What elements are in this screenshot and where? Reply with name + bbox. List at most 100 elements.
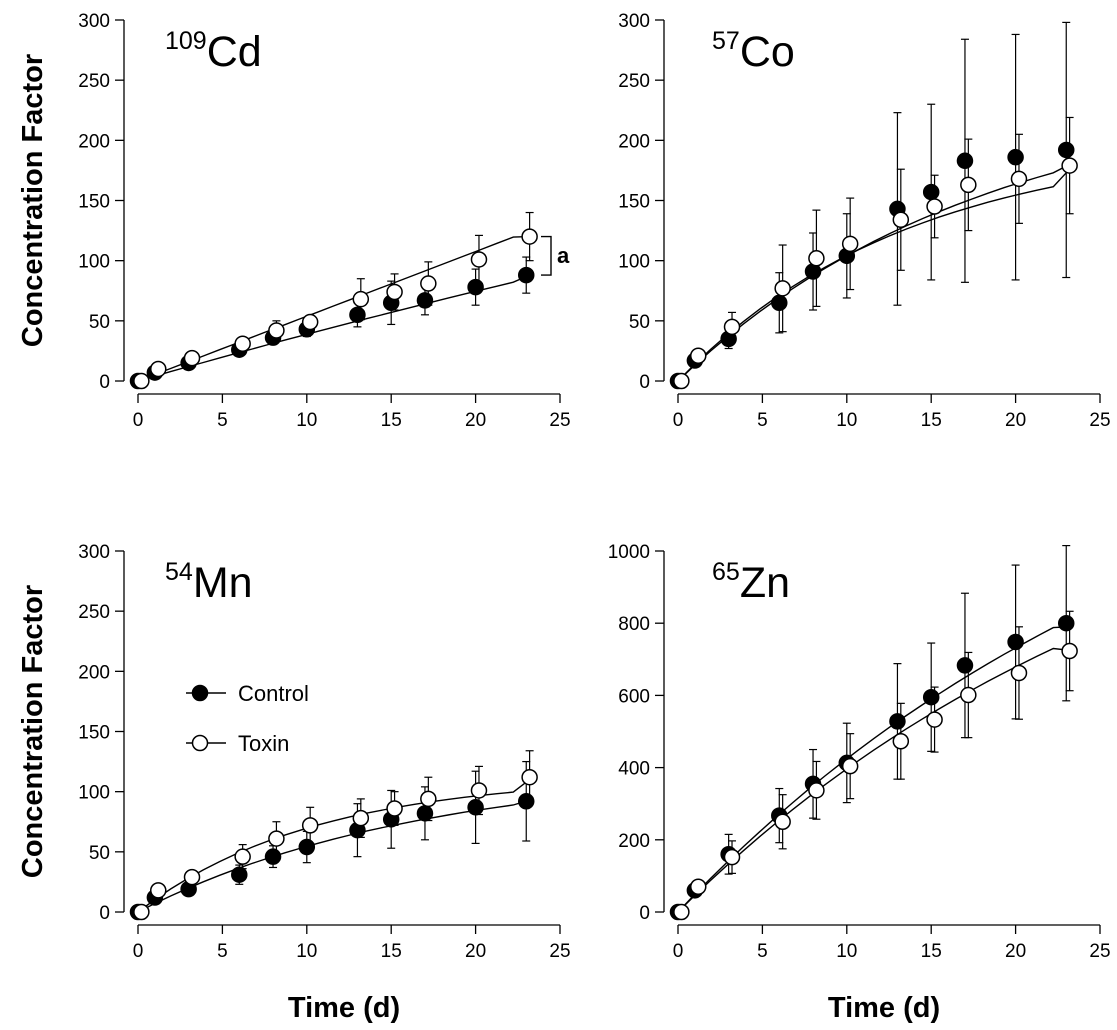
- data-point-toxin: [420, 790, 437, 808]
- y-tick-label: 250: [78, 71, 110, 92]
- x-tick-label: 15: [921, 410, 942, 431]
- y-tick-label: 0: [99, 903, 110, 924]
- x-tick-label: 15: [381, 941, 402, 962]
- fit-curve-toxin: [137, 235, 530, 382]
- data-point-control: [517, 793, 535, 810]
- y-tick-label: 800: [618, 614, 650, 635]
- data-point-control: [231, 866, 248, 883]
- data-point-toxin: [521, 228, 538, 245]
- data-point-control: [517, 266, 535, 284]
- legend-label: Toxin: [238, 731, 289, 756]
- legend-label: Control: [238, 681, 309, 706]
- data-point-control: [416, 292, 434, 309]
- data-point-toxin: [1061, 642, 1078, 660]
- data-point-toxin: [1061, 157, 1078, 174]
- data-point-toxin: [1010, 664, 1028, 682]
- y-tick-label: 1000: [608, 542, 650, 563]
- element-symbol: Mn: [193, 559, 253, 607]
- data-point-toxin: [470, 782, 488, 799]
- data-point-control: [416, 805, 434, 822]
- data-point-control: [922, 688, 940, 706]
- x-tick-label: 5: [757, 410, 768, 431]
- y-tick-label: 150: [78, 192, 110, 213]
- fit-curve-control: [677, 626, 1070, 913]
- x-tick-label: 0: [673, 410, 684, 431]
- x-tick-label: 0: [133, 941, 144, 962]
- x-tick-label: 0: [673, 941, 684, 962]
- data-point-control: [1057, 614, 1075, 632]
- y-tick-label: 0: [99, 372, 110, 393]
- y-tick-label: 200: [78, 662, 110, 683]
- x-tick-label: 10: [836, 941, 857, 962]
- element-symbol: Co: [740, 28, 795, 76]
- data-point-toxin: [301, 817, 319, 834]
- data-point-toxin: [133, 372, 150, 390]
- panel-109Cd: 0 50 100 150 200 250 300 0 5 10 15 20 25 Concentratio…: [17, 11, 571, 431]
- significance-bracket: [541, 235, 552, 276]
- y-axis-title: Concentration Factor: [17, 54, 49, 347]
- x-tick-label: 15: [921, 941, 942, 962]
- fit-curve-toxin: [137, 779, 531, 913]
- legend-marker-control: [191, 684, 209, 702]
- data-point-control: [956, 152, 974, 170]
- data-point-toxin: [926, 198, 943, 215]
- fit-curve-control: [677, 163, 1070, 382]
- isotope-mass-number: 57: [712, 27, 740, 55]
- data-point-toxin: [386, 283, 403, 301]
- data-point-toxin: [892, 211, 910, 229]
- x-tick-label: 20: [1005, 410, 1026, 431]
- x-tick-label: 20: [1005, 941, 1026, 962]
- element-symbol: Zn: [740, 559, 790, 607]
- data-point-control: [922, 183, 940, 201]
- data-point-toxin: [673, 903, 690, 921]
- legend-marker-toxin: [191, 734, 209, 752]
- panel-isotope-label: 109Cd: [165, 27, 262, 76]
- y-tick-label: 300: [618, 11, 650, 32]
- panel-65Zn: 0 200 400 600 800 1000 0 5 10 15 20 25 Time (d) 65Zn: [608, 542, 1111, 1024]
- isotope-mass-number: 54: [165, 558, 193, 586]
- y-tick-label: 300: [78, 11, 110, 32]
- isotope-mass-number: 109: [165, 27, 207, 55]
- y-tick-label: 200: [78, 131, 110, 152]
- fit-curve-toxin: [677, 168, 1071, 382]
- x-tick-label: 25: [1089, 941, 1110, 962]
- x-tick-label: 25: [1089, 410, 1110, 431]
- y-tick-label: 150: [78, 723, 110, 744]
- y-tick-label: 50: [629, 312, 650, 333]
- data-point-toxin: [268, 830, 285, 847]
- data-point-toxin: [386, 800, 403, 817]
- x-tick-label: 15: [381, 410, 402, 431]
- y-tick-label: 100: [78, 783, 110, 804]
- data-point-control: [1057, 141, 1075, 159]
- y-tick-label: 0: [639, 372, 650, 393]
- y-tick-label: 200: [618, 131, 650, 152]
- fit-curve-control: [137, 274, 530, 382]
- data-point-toxin: [808, 250, 825, 267]
- data-point-control: [467, 799, 484, 816]
- data-point-toxin: [301, 313, 319, 331]
- y-tick-label: 200: [618, 831, 650, 852]
- data-point-toxin: [892, 732, 910, 750]
- data-point-toxin: [673, 372, 690, 390]
- fit-curve-control: [137, 799, 530, 913]
- y-tick-label: 300: [78, 542, 110, 563]
- data-point-toxin: [841, 757, 859, 775]
- data-point-toxin: [808, 782, 825, 799]
- x-tick-label: 10: [836, 410, 857, 431]
- fit-curve-toxin: [677, 647, 1070, 913]
- panel-isotope-label: 65Zn: [712, 558, 790, 607]
- data-point-toxin: [960, 176, 977, 194]
- x-tick-label: 5: [217, 941, 228, 962]
- x-axis-title: Time (d): [828, 992, 940, 1024]
- data-point-toxin: [420, 275, 437, 292]
- data-point-control: [771, 294, 788, 312]
- y-tick-label: 100: [618, 252, 650, 273]
- data-point-toxin: [470, 251, 488, 268]
- y-tick-label: 100: [78, 252, 110, 273]
- data-point-toxin: [234, 848, 251, 865]
- data-point-toxin: [723, 848, 741, 866]
- x-tick-label: 20: [465, 941, 486, 962]
- x-axis-title: Time (d): [288, 992, 400, 1024]
- data-point-toxin: [926, 711, 943, 728]
